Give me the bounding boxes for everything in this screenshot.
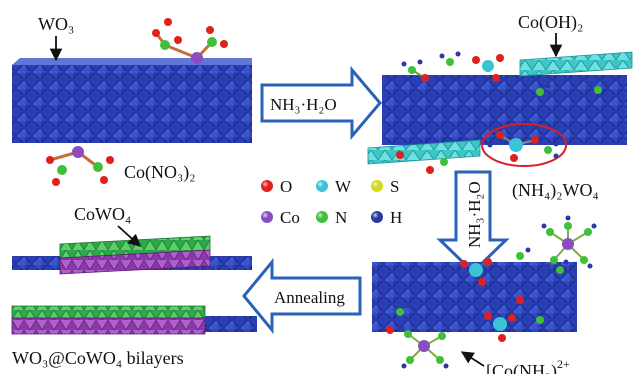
legend-item-o: O <box>261 177 292 196</box>
cowo4-label: CoWO₄ <box>74 204 131 224</box>
legend-item-w: W <box>316 177 352 196</box>
arrow-step1: NH₃·H₂O <box>260 65 382 141</box>
co-nh3-label-group: [Co(NH3)2+ <box>460 351 570 374</box>
svg-text:W: W <box>335 177 352 196</box>
arrow-step1-label: NH₃·H₂O <box>270 95 337 114</box>
co-no3-molecule-lower <box>46 146 114 186</box>
svg-text:Co: Co <box>280 208 300 227</box>
surface-molecules-top-right <box>396 51 609 174</box>
arrow-step2-label: NH₃·H₂O <box>465 181 484 248</box>
legend-item-h: H <box>371 208 402 227</box>
legend-item-n: N <box>316 208 347 227</box>
co-oh2-sheet-lower <box>367 139 481 165</box>
co-hexaammine-upper <box>541 215 597 269</box>
co-hexaammine-lower <box>399 325 451 369</box>
svg-text:H: H <box>390 208 402 227</box>
surface-molecules-bottom-right <box>386 247 569 342</box>
wo3-slab-top-right <box>382 75 627 145</box>
arrow-step3-label: Annealing <box>274 288 345 307</box>
wo3-slab-top-left <box>12 58 252 143</box>
legend-item-s: S <box>371 177 399 196</box>
legend-item-co: Co <box>261 208 300 227</box>
co-oh2-label-group: Co(OH)₂ <box>518 12 583 58</box>
co-oh2-label: Co(OH)₂ <box>518 12 583 33</box>
svg-text:S: S <box>390 177 399 196</box>
co-no3-molecule-upper <box>152 18 228 64</box>
cowo4-label-group: CoWO₄ <box>74 204 141 247</box>
wo3-label: WO₃ <box>38 14 74 34</box>
bilayers-label: WO₃@CoWO₄ bilayers <box>12 348 184 368</box>
nh4-wo4-label: (NH₄)₂WO₄ <box>512 180 599 201</box>
atom-legend: O W S Co N H <box>261 177 402 227</box>
arrow-step3: Annealing <box>242 257 362 335</box>
bilayer-upper <box>12 235 252 275</box>
arrow-step2: NH₃·H₂O <box>436 170 510 275</box>
svg-text:N: N <box>335 208 347 227</box>
co-oh2-sheet-upper <box>519 51 633 77</box>
svg-text:O: O <box>280 177 292 196</box>
wo3-label-group: WO₃ <box>38 14 74 62</box>
co-no3-label: Co(NO₃)₂ <box>124 162 196 183</box>
bilayer-lower <box>11 305 257 335</box>
co-nh3-label: [Co(NH3)2+ <box>486 357 570 374</box>
highlighted-tungstate <box>481 123 567 167</box>
